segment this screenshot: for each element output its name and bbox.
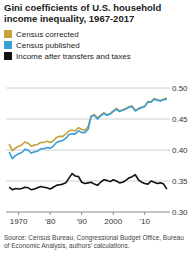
grid-line — [6, 181, 170, 182]
x-tick-label: 2000 — [104, 217, 122, 226]
chart: 0.30 0.35 0.40 0.45 0.50 1970 '80 '90 2000 '10 — [0, 0, 194, 259]
legend-entry: Census published — [4, 41, 80, 51]
grid-line — [6, 150, 170, 151]
legend-swatch — [4, 41, 12, 49]
legend-label: Income after transfers and taxes — [16, 52, 131, 61]
grid-line — [6, 119, 170, 120]
plot-area — [9, 98, 167, 190]
legend-label: Census corrected — [16, 30, 79, 39]
legend-swatch — [4, 30, 12, 38]
y-tick-label: 0.35 — [172, 177, 188, 186]
x-tick — [113, 212, 114, 215]
y-tick-label: 0.30 — [172, 208, 188, 217]
legend-entry: Income after transfers and taxes — [4, 52, 131, 62]
x-tick-label: '10 — [140, 217, 151, 226]
series-line — [9, 98, 167, 151]
legend-entry: Census corrected — [4, 30, 79, 40]
x-tick-label: 1970 — [10, 217, 28, 226]
x-tick — [81, 212, 82, 215]
series-line — [9, 174, 167, 190]
title: Gini coefficients of U.S. household inco… — [4, 2, 190, 24]
grid-line — [6, 88, 170, 89]
source: Source: Census Bureau, Congressional Bud… — [4, 234, 190, 250]
series-line — [9, 99, 167, 159]
legend-swatch — [4, 52, 12, 60]
y-tick-label: 0.40 — [172, 146, 188, 155]
y-tick-label: 0.50 — [172, 84, 188, 93]
grid-line — [6, 212, 170, 213]
x-tick-label: '80 — [45, 217, 56, 226]
x-tick — [50, 212, 51, 215]
x-tick — [18, 212, 19, 215]
x-tick-label: '90 — [76, 217, 87, 226]
x-tick — [144, 212, 145, 215]
y-tick-label: 0.45 — [172, 115, 188, 124]
legend-label: Census published — [16, 41, 80, 50]
